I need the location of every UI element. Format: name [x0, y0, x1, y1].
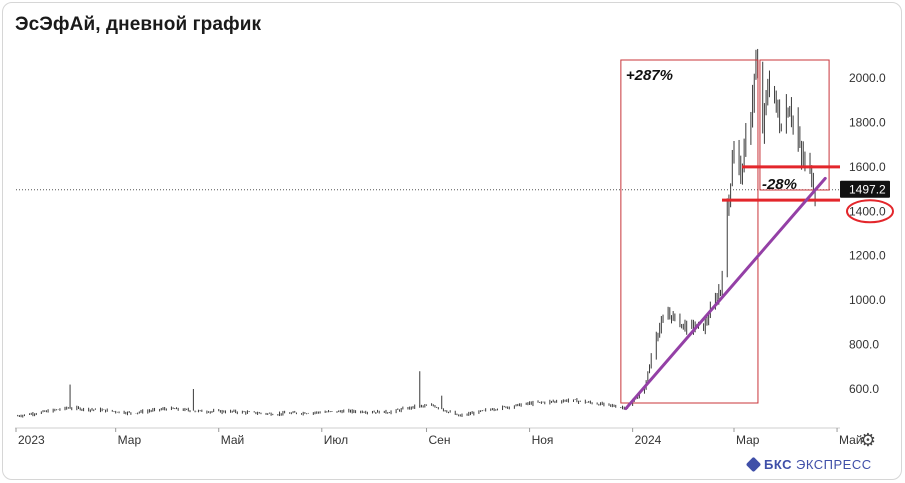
y-axis: 600.0 800.0 1000.0 1200.0 1400.0 1600.0 1800.0…: [840, 71, 894, 396]
x-tick-label: Июл: [324, 433, 348, 447]
current-price-tag: [840, 180, 890, 198]
y-tick-label: 1400.0: [849, 204, 886, 218]
y-tick-label: 800.0: [849, 338, 879, 352]
y-tick-label: 2000.0: [849, 71, 886, 85]
y-tick-label: 1800.0: [849, 115, 886, 129]
overlay-layer: +287% -28%: [16, 59, 840, 411]
x-tick-label: Мар: [118, 433, 142, 447]
x-tick-label: Май: [839, 433, 863, 447]
x-tick-label: Сен: [429, 433, 451, 447]
bks-express-logo: БКС ЭКСПРЕСС: [745, 456, 872, 473]
chart-title: ЭсЭфАй, дневной график: [15, 14, 262, 35]
bks-logo-mark: [745, 456, 762, 473]
x-tick-label: 2023: [18, 433, 45, 447]
x-tick-label: 2024: [635, 433, 662, 447]
logo-brand: БКС: [764, 457, 792, 472]
pullback-box: [759, 59, 830, 191]
y-tick-label: 1000.0: [849, 293, 886, 307]
rally-percent-label: +287%: [626, 67, 673, 84]
trendline: [624, 176, 827, 411]
candles-layer: [17, 48, 816, 418]
gear-icon[interactable]: ⚙: [859, 430, 877, 450]
x-tick-label: Мар: [736, 433, 760, 447]
y-tick-label: 1200.0: [849, 249, 886, 263]
x-axis: 2023 Мар Май Июл Сен Ноя 2024 Мар Май: [15, 427, 863, 447]
logo-product: ЭКСПРЕСС: [796, 457, 872, 472]
x-tick-label: Май: [221, 433, 245, 447]
rally-box: [620, 59, 759, 404]
pullback-percent-label: -28%: [762, 176, 797, 193]
x-tick-label: Ноя: [532, 433, 554, 447]
current-price-text: 1497.2: [849, 183, 886, 197]
circled-level-ring: [846, 199, 894, 224]
y-tick-label: 600.0: [849, 382, 879, 396]
y-tick-label: 1600.0: [849, 160, 886, 174]
